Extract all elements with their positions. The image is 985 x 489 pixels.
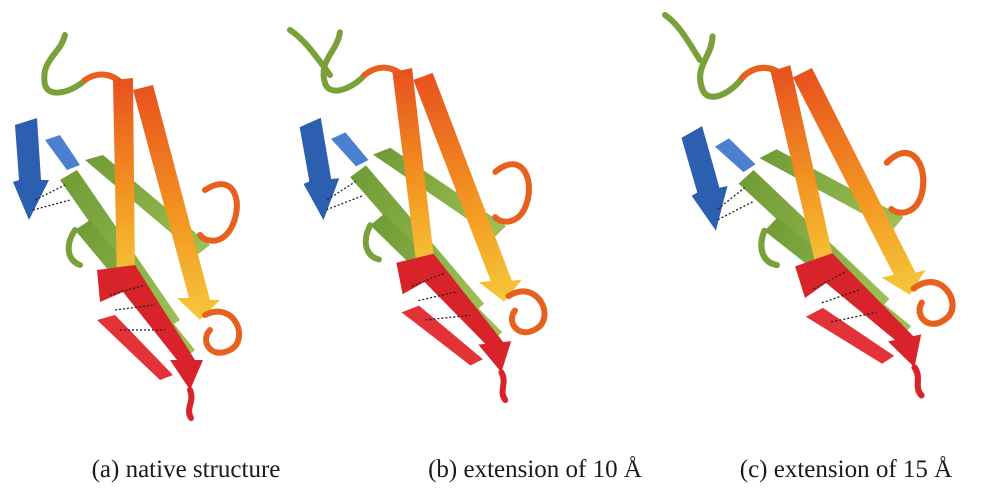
figure: (a) native structure (b) extension of 10… — [0, 0, 985, 489]
caption: (b) extension of 10 Å — [428, 456, 642, 483]
coil — [665, 15, 700, 60]
caption: (c) extension of 15 Å — [740, 456, 952, 483]
page: (a) native structure (b) extension of 10… — [0, 0, 985, 489]
structure-a — [13, 35, 239, 418]
coil — [290, 30, 330, 75]
caption: (a) native structure — [92, 456, 281, 483]
structure-c — [660, 0, 970, 434]
